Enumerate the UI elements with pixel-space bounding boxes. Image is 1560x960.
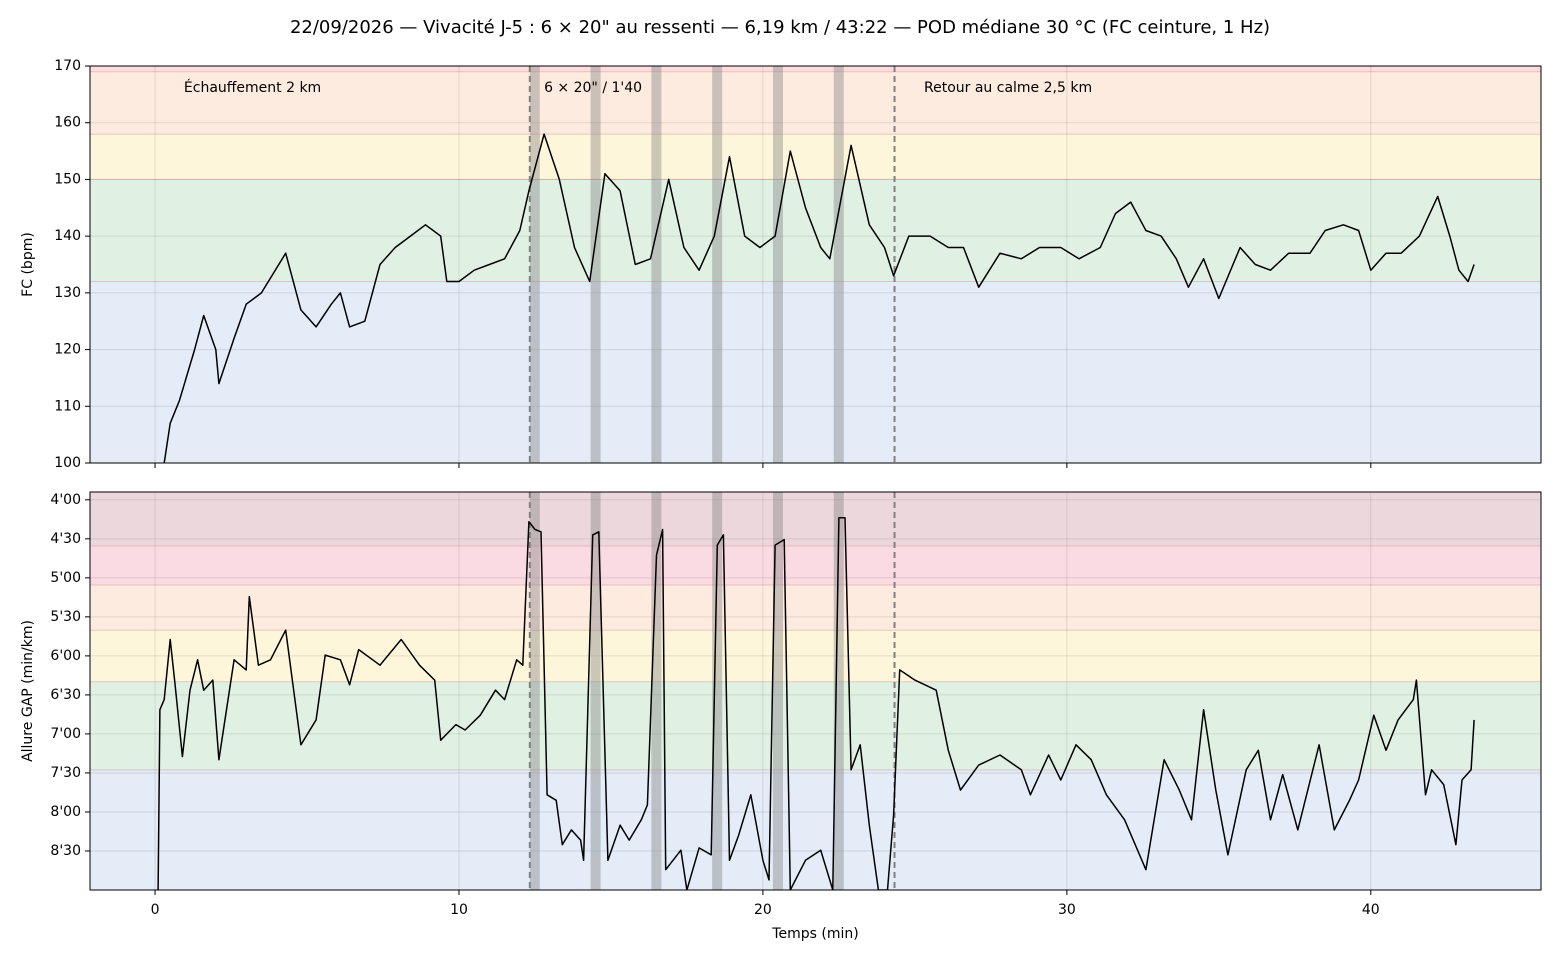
- rep-shade: [712, 66, 723, 463]
- axes-frame: [89, 65, 1542, 464]
- x-tick-label: 20: [754, 902, 772, 918]
- zone-band: [90, 281, 1541, 463]
- rep-shade: [651, 66, 662, 463]
- y-tick-label: 140: [54, 228, 81, 244]
- zone-band: [90, 178, 1541, 283]
- y-tick-label: 120: [54, 342, 81, 358]
- zone-band: [90, 769, 1541, 890]
- zone-band: [90, 584, 1541, 631]
- x-tick-label: 10: [450, 902, 468, 918]
- rep-shade: [529, 492, 540, 890]
- plot-area: [90, 492, 1541, 890]
- rep-shade: [833, 66, 844, 463]
- y-tick-label: 170: [54, 58, 81, 74]
- y-axis-label: Allure GAP (min/km): [20, 620, 36, 762]
- y-tick-label: 7'30: [50, 765, 81, 781]
- y-tick-label: 4'00: [50, 492, 81, 508]
- x-tick-label: 40: [1362, 902, 1380, 918]
- y-tick-label: 110: [54, 398, 81, 414]
- y-tick-label: 4'30: [50, 531, 81, 547]
- y-tick-label: 5'30: [50, 609, 81, 625]
- data-line: [163, 133, 1475, 463]
- rep-shade: [590, 492, 601, 890]
- zone-band: [90, 545, 1541, 586]
- chart-title: 22/09/2026 — Vivacité J-5 : 6 × 20" au r…: [290, 17, 1270, 38]
- y-tick-label: 7'00: [50, 726, 81, 742]
- zone-band: [90, 133, 1541, 180]
- zone-band: [90, 492, 1541, 547]
- y-tick-label: 150: [54, 171, 81, 187]
- y-tick-label: 6'00: [50, 648, 81, 664]
- y-tick-label: 160: [54, 115, 81, 131]
- annotation: 6 × 20" / 1'40: [544, 80, 642, 96]
- x-axis-label: Temps (min): [771, 926, 858, 942]
- rep-shade: [772, 66, 783, 463]
- x-tick-label: 0: [151, 902, 160, 918]
- rep-shade: [529, 66, 540, 463]
- plot-area: [90, 66, 1541, 463]
- rep-shade: [833, 492, 844, 890]
- y-tick-label: 130: [54, 285, 81, 301]
- data-line: [157, 517, 1475, 890]
- zone-band: [90, 681, 1541, 771]
- rep-shade: [712, 492, 723, 890]
- rep-shade: [651, 492, 662, 890]
- x-tick-label: 30: [1058, 902, 1076, 918]
- y-tick-label: 5'00: [50, 570, 81, 586]
- zone-band: [90, 71, 1541, 135]
- rep-shade: [590, 66, 601, 463]
- zone-band: [90, 66, 1541, 73]
- y-tick-label: 8'00: [50, 804, 81, 820]
- axes-frame: [89, 491, 1542, 891]
- annotation: Échauffement 2 km: [184, 79, 321, 96]
- y-tick-label: 6'30: [50, 687, 81, 703]
- rep-shade: [772, 492, 783, 890]
- y-tick-label: 100: [54, 455, 81, 471]
- y-axis-label: FC (bpm): [20, 232, 36, 297]
- annotation: Retour au calme 2,5 km: [924, 80, 1092, 96]
- y-tick-label: 8'30: [50, 843, 81, 859]
